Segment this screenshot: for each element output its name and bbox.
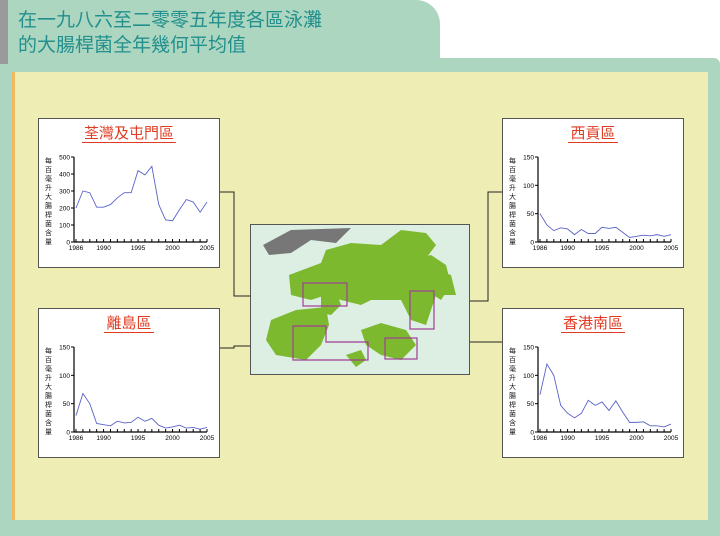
- y-tick-label: 400: [59, 172, 70, 179]
- y-tick-label: 100: [523, 183, 534, 190]
- x-tick-label: 1990: [96, 435, 111, 442]
- chart-title: 香港南區: [560, 314, 625, 333]
- page-title: 在一九八六至二零零五年度各區泳灘 的大腸桿菌全年幾何平均值: [18, 8, 322, 58]
- y-tick-label: 0: [66, 240, 70, 247]
- x-tick-label: 1986: [69, 435, 84, 442]
- chart-sai-kung: 西貢區 每百毫升大腸桿菌含量 0 50 100 150 1986 1990 1995 2000…: [502, 118, 684, 268]
- title-line-1: 在一九八六至二零零五年度各區泳灘: [18, 9, 323, 31]
- title-line-2: 的大腸桿菌全年幾何平均值: [18, 34, 247, 56]
- x-tick-label: 2005: [200, 245, 215, 252]
- y-axis-label: 每百毫升大腸桿菌含量: [509, 157, 516, 246]
- y-tick-label: 500: [59, 155, 70, 162]
- y-axis-label: 每百毫升大腸桿菌含量: [509, 347, 516, 436]
- y-tick-label: 0: [66, 430, 70, 437]
- series-line: [539, 213, 672, 238]
- x-tick-label: 2000: [629, 245, 644, 252]
- x-tick-label: 1995: [131, 435, 146, 442]
- x-tick-label: 1995: [595, 245, 610, 252]
- x-tick-label: 1990: [96, 245, 111, 252]
- chart-plot: 0 50 100 150 1986 1990 1995 2000 2005: [523, 345, 679, 443]
- chart-title: 離島區: [104, 314, 154, 333]
- x-tick-label: 1986: [533, 245, 548, 252]
- series-line: [75, 392, 208, 430]
- y-tick-label: 200: [59, 206, 70, 213]
- x-tick-label: 2000: [629, 435, 644, 442]
- x-tick-label: 1995: [131, 245, 146, 252]
- y-tick-label: 50: [63, 401, 71, 408]
- y-tick-label: 0: [530, 240, 534, 247]
- y-tick-label: 50: [527, 401, 535, 408]
- hong-kong-map: [250, 224, 470, 375]
- chart-tsuen-wan-tuen-mun: 荃灣及屯門區 每百毫升大腸桿菌含量 0 100 200 300 400 500 1986 19…: [38, 118, 220, 268]
- series-line: [539, 362, 672, 428]
- y-tick-label: 50: [527, 211, 535, 218]
- x-tick-label: 1995: [595, 435, 610, 442]
- y-axis-label: 每百毫升大腸桿菌含量: [45, 157, 52, 246]
- x-tick-label: 2005: [200, 435, 215, 442]
- chart-southern: 香港南區 每百毫升大腸桿菌含量 0 50 100 150 1986 1990 1995 200…: [502, 308, 684, 458]
- x-tick-label: 2000: [165, 245, 180, 252]
- x-tick-label: 1990: [560, 245, 575, 252]
- y-tick-label: 150: [523, 345, 534, 352]
- y-tick-label: 150: [59, 345, 70, 352]
- x-tick-label: 2000: [165, 435, 180, 442]
- x-tick-label: 1986: [69, 245, 84, 252]
- y-tick-label: 0: [530, 430, 534, 437]
- chart-islands: 離島區 每百毫升大腸桿菌含量 0 50 100 150 1986 1990 1995 2000…: [38, 308, 220, 458]
- x-tick-label: 1986: [533, 435, 548, 442]
- header-accent-bar: [0, 0, 8, 64]
- x-tick-label: 2005: [664, 435, 679, 442]
- y-tick-label: 300: [59, 189, 70, 196]
- chart-plot: 0 50 100 150 1986 1990 1995 2000 2005: [523, 155, 679, 253]
- y-tick-label: 100: [59, 223, 70, 230]
- x-tick-label: 1990: [560, 435, 575, 442]
- chart-title: 西貢區: [568, 124, 618, 143]
- y-tick-label: 150: [523, 155, 534, 162]
- chart-title: 荃灣及屯門區: [81, 124, 176, 143]
- x-tick-label: 2005: [664, 245, 679, 252]
- chart-plot: 0 50 100 150 1986 1990 1995 2000 2005: [59, 345, 215, 443]
- series-line: [75, 165, 208, 222]
- chart-plot: 0 100 200 300 400 500 1986 1990 1995 2000 2005: [59, 155, 215, 253]
- tab-curve: [440, 0, 480, 58]
- y-tick-label: 100: [59, 373, 70, 380]
- y-tick-label: 100: [523, 373, 534, 380]
- y-axis-label: 每百毫升大腸桿菌含量: [45, 347, 52, 436]
